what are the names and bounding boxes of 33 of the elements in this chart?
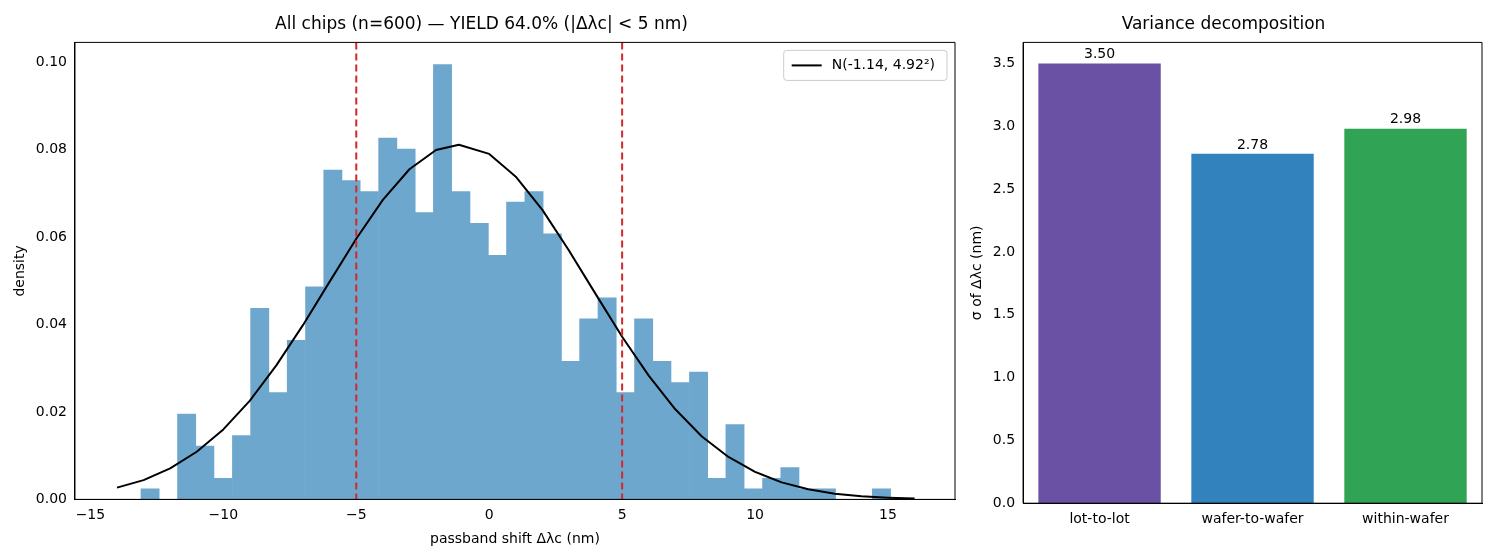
y-axis-title: σ of Δλc (nm) xyxy=(968,225,985,321)
y-axis-title: density xyxy=(11,245,28,297)
y-tick-label: 0.0 xyxy=(992,493,1016,510)
data-label: 2.98 xyxy=(1389,110,1422,127)
x-tick-label: 10 xyxy=(746,506,764,523)
y-tick-label: 2.0 xyxy=(992,242,1016,259)
x-tick-label: 15 xyxy=(879,506,897,523)
x-tick-label: lot-to-lot xyxy=(1069,510,1131,527)
y-tick-label: 3.5 xyxy=(992,54,1016,71)
y-tick-label: 0.04 xyxy=(35,315,68,332)
y-tick-label: 0.5 xyxy=(992,431,1016,448)
y-tick-label: 1.0 xyxy=(992,368,1016,385)
chart-title: All chips (n=600) — YIELD 64.0% (|Δλc| < 5 nm) xyxy=(275,12,688,33)
x-tick-label: 5 xyxy=(617,506,627,523)
data-label: 3.50 xyxy=(1083,45,1116,62)
legend-label: N(-1.14, 4.92²) xyxy=(831,56,936,73)
y-tick-label: 0.08 xyxy=(35,140,67,157)
x-tick-label: −15 xyxy=(75,506,106,523)
x-tick-label: −10 xyxy=(208,506,239,523)
data-label: 2.78 xyxy=(1236,135,1269,152)
x-tick-label: within-wafer xyxy=(1362,510,1450,527)
y-tick-label: 0.06 xyxy=(35,227,68,244)
chart-title: Variance decomposition xyxy=(1121,12,1326,33)
x-axis-title: passband shift Δλc (nm) xyxy=(430,530,600,547)
x-tick-label: 0 xyxy=(484,506,494,523)
y-tick-label: 0.00 xyxy=(35,490,67,507)
y-tick-label: 3.0 xyxy=(992,116,1016,133)
y-tick-label: 2.5 xyxy=(992,179,1016,196)
y-tick-label: 1.5 xyxy=(992,305,1016,322)
x-tick-label: wafer-to-wafer xyxy=(1201,510,1304,527)
y-tick-label: 0.10 xyxy=(35,52,67,69)
y-tick-label: 0.02 xyxy=(35,402,67,419)
x-tick-label: −5 xyxy=(345,506,367,523)
